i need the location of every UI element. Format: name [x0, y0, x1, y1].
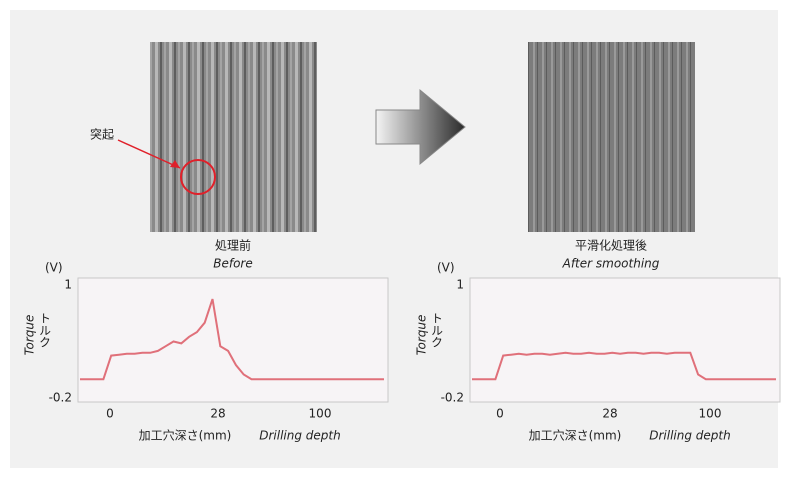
plot-area — [469, 277, 781, 403]
y-tick-label: -0.2 — [49, 391, 72, 405]
caption-ja: 平滑化処理後 — [575, 239, 647, 253]
x-label-ja: 加工穴深さ(mm) — [529, 428, 622, 443]
pointer — [117, 139, 181, 169]
y-label-ja: トルク — [430, 312, 444, 348]
y-label-en: Torque — [415, 315, 429, 356]
x-tick-label: 100 — [699, 407, 722, 421]
x-tick-label: 28 — [602, 407, 617, 421]
image-before — [150, 42, 317, 232]
x-label-en: Drilling depth — [259, 429, 340, 443]
y-tick-label: -0.2 — [441, 391, 464, 405]
x-tick-label: 28 — [210, 407, 225, 421]
y-label-en: Torque — [23, 315, 37, 356]
x-label-ja: 加工穴深さ(mm) — [139, 428, 232, 443]
y-label-ja: トルク — [38, 312, 52, 348]
caption-en: Before — [213, 257, 253, 271]
y-unit: (V) — [45, 261, 63, 275]
image-after — [528, 42, 695, 232]
y-tick-label: 1 — [456, 278, 464, 292]
x-tick-label: 0 — [496, 407, 504, 421]
x-label-en: Drilling depth — [649, 429, 730, 443]
y-tick-label: 1 — [64, 278, 72, 292]
caption-ja: 処理前 — [215, 238, 251, 253]
pointer-head — [170, 160, 180, 168]
torque-line — [80, 298, 384, 381]
caption-en: After smoothing — [562, 257, 660, 271]
y-unit: (V) — [437, 261, 455, 275]
arrow — [375, 88, 466, 166]
annotation: 突起 — [90, 127, 114, 142]
x-tick-label: 0 — [106, 407, 114, 421]
plot-area — [77, 277, 389, 403]
highlight-circle — [180, 159, 216, 195]
x-tick-label: 100 — [309, 407, 332, 421]
torque-line — [472, 351, 776, 381]
